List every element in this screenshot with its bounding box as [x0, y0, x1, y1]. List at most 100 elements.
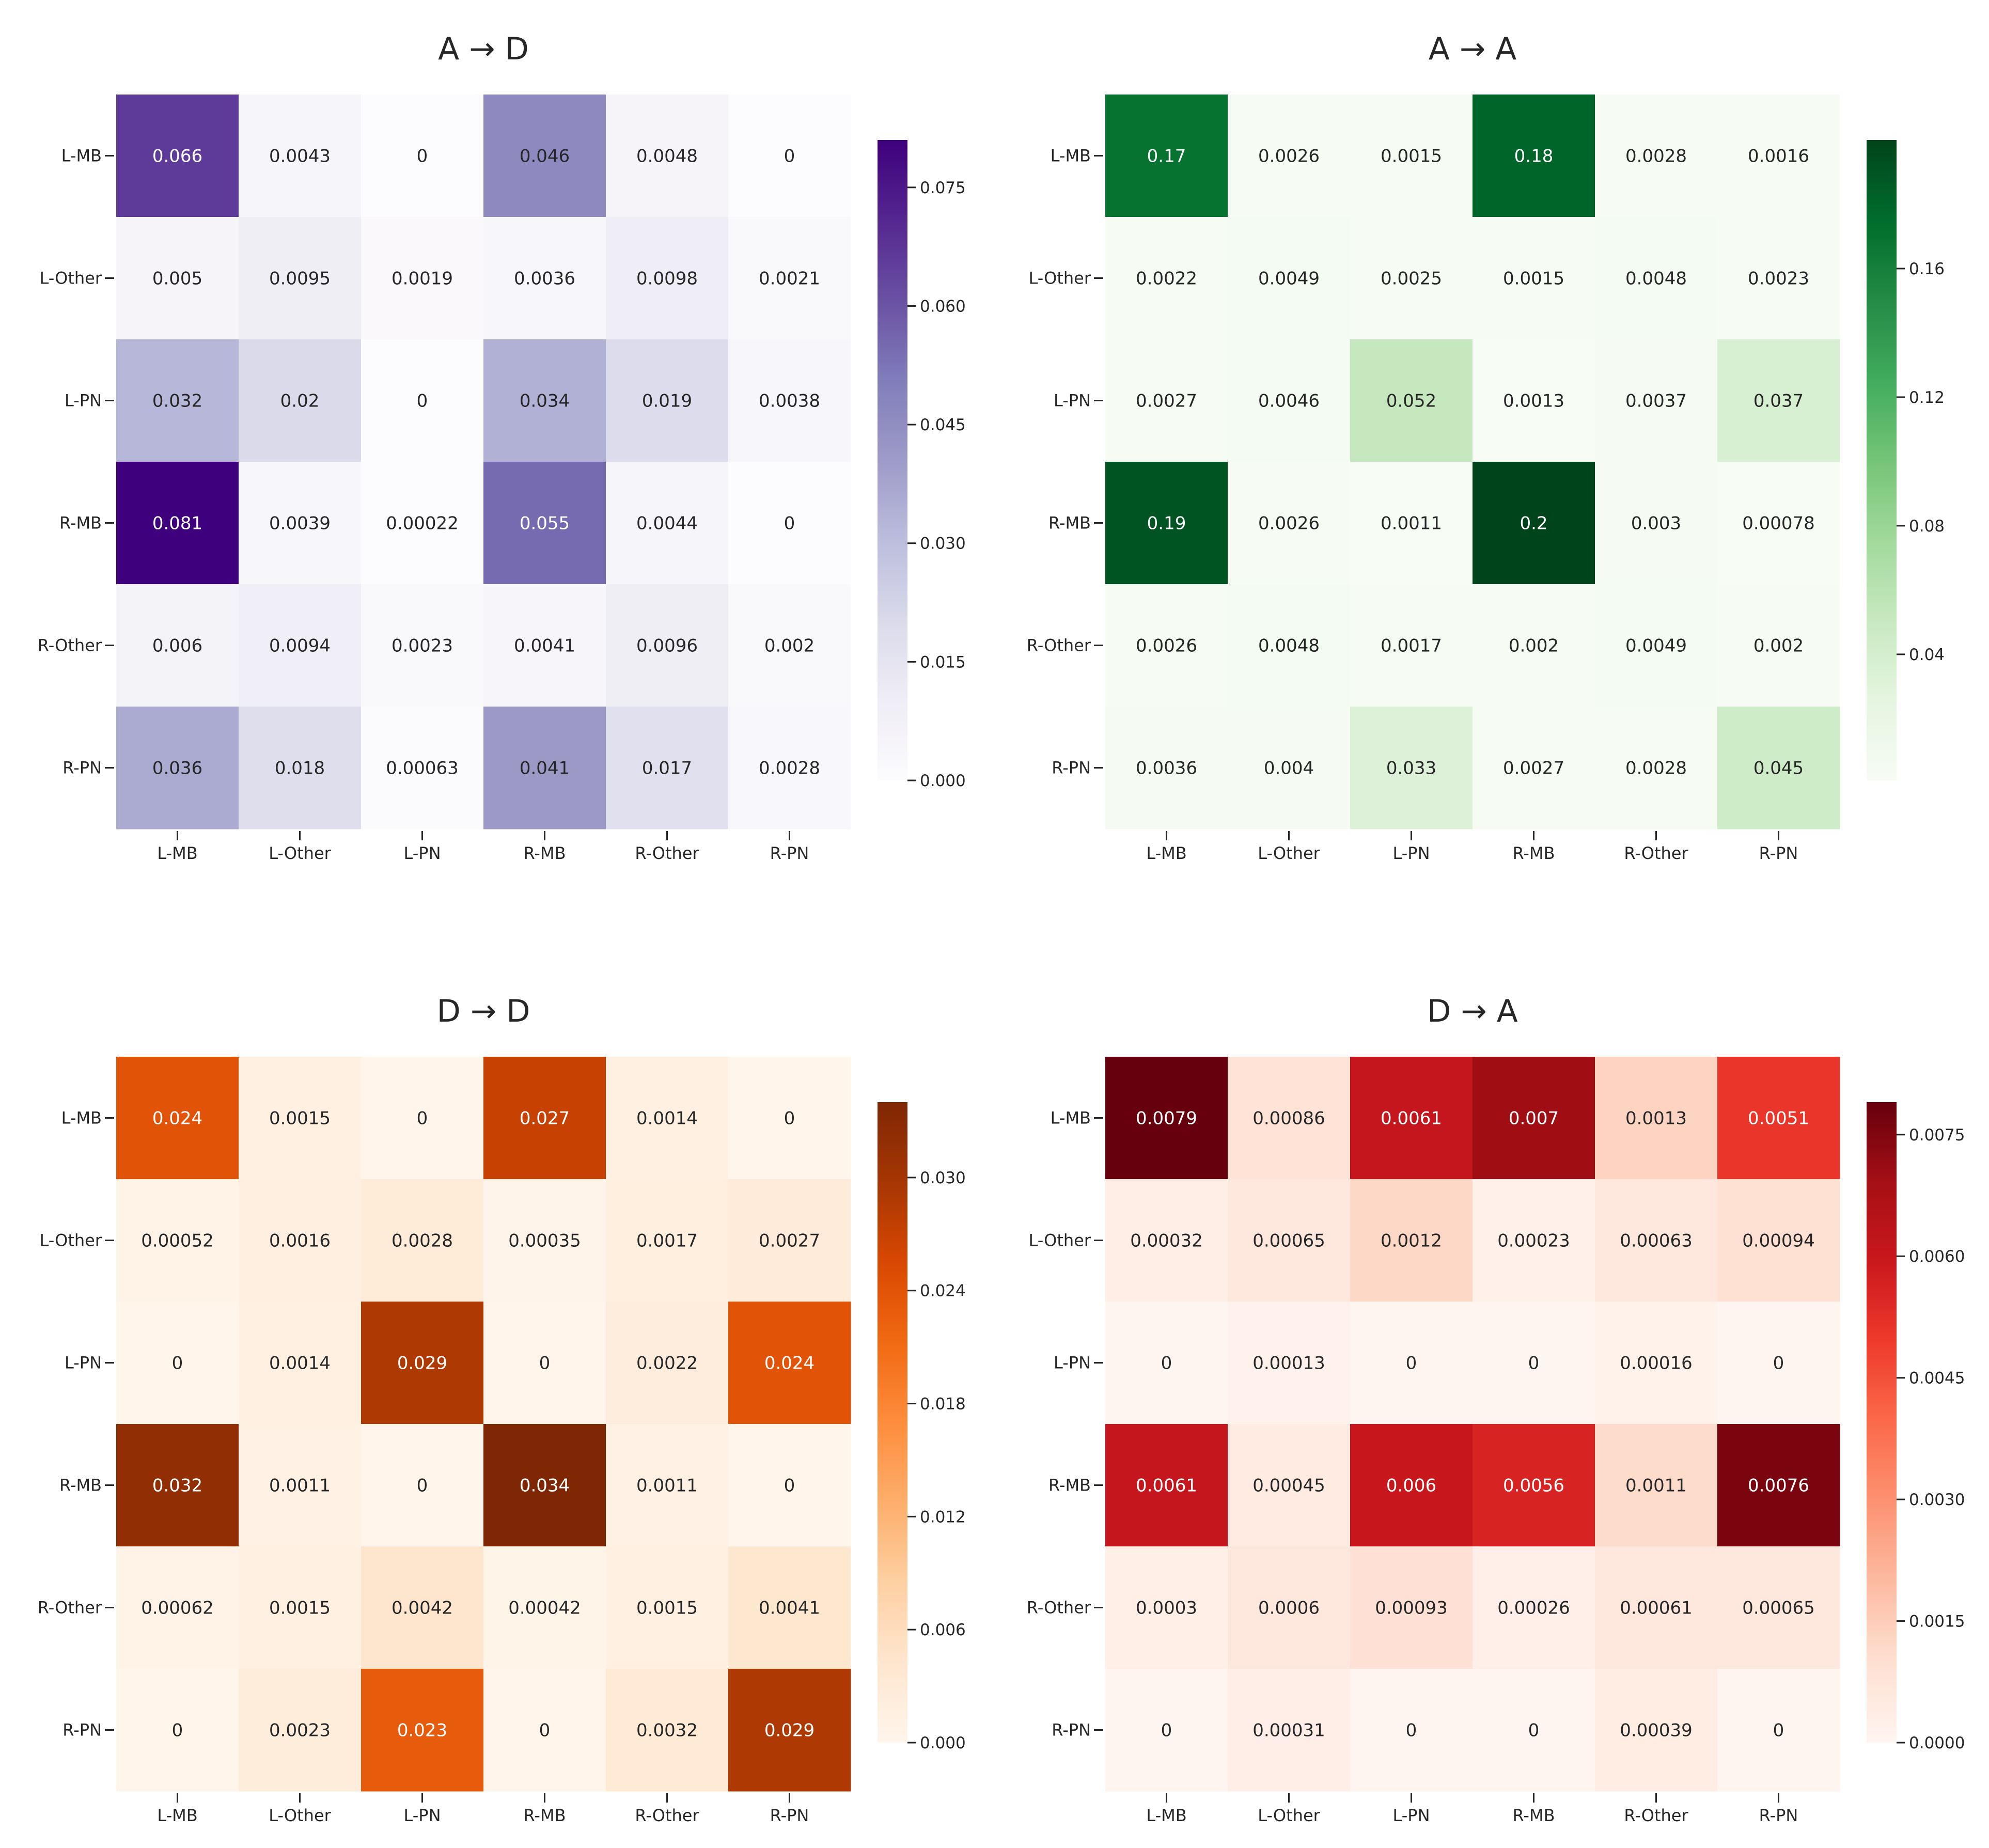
heatmap-cell — [1473, 1302, 1595, 1424]
cell-value-label: 0.081 — [152, 513, 202, 534]
heatmap-cell — [606, 1179, 729, 1302]
heatmap-cell — [1105, 217, 1228, 340]
heatmap-cell — [1105, 1057, 1228, 1180]
cell-value-label: 0.034 — [520, 391, 570, 412]
heatmap-cell — [239, 1179, 362, 1302]
heatmap-cell — [1105, 1669, 1228, 1792]
heatmap-cell — [116, 1546, 239, 1669]
cell-value-label: 0.003 — [1631, 513, 1681, 534]
heatmap-cell — [239, 1669, 362, 1792]
cell-value-label: 0.034 — [520, 1476, 570, 1496]
cell-value-label: 0.029 — [764, 1720, 815, 1741]
y-tick-label: L-Other — [1028, 269, 1091, 288]
heatmap-cell — [1595, 584, 1718, 707]
heatmap-cell — [483, 1302, 606, 1424]
heatmap-cell — [239, 217, 362, 340]
cell-value-label: 0.00045 — [1252, 1476, 1325, 1496]
cell-value-label: 0.0096 — [636, 636, 698, 656]
cell-value-label: 0.002 — [1753, 636, 1804, 656]
colorbar-tick-label: 0.024 — [920, 1282, 966, 1301]
cell-value-label: 0.006 — [152, 636, 202, 656]
heatmap-cell — [606, 707, 729, 829]
cell-value-label: 0.0094 — [269, 636, 331, 656]
heatmap-cell — [361, 1057, 484, 1180]
heatmap-cell — [361, 1179, 484, 1302]
y-tick-label: R-MB — [1048, 513, 1091, 533]
cell-value-label: 0.002 — [1509, 636, 1559, 656]
x-tick-label: L-Other — [269, 843, 331, 863]
heatmap-cell — [239, 707, 362, 829]
cell-value-label: 0 — [417, 1108, 428, 1129]
x-tick-label: R-MB — [1512, 843, 1555, 863]
heatmap-cell — [728, 1302, 851, 1424]
cell-value-label: 0.0022 — [1136, 269, 1197, 289]
cell-value-label: 0 — [784, 1108, 795, 1129]
colorbar-tick-label: 0.045 — [920, 416, 966, 434]
heatmap-cell — [1717, 707, 1840, 829]
cell-value-label: 0.0027 — [759, 1231, 820, 1251]
heatmap-cell — [239, 95, 362, 217]
heatmap-cell — [1350, 1669, 1473, 1792]
cell-value-label: 0.2 — [1520, 513, 1547, 534]
cell-value-label: 0.0015 — [269, 1108, 331, 1129]
cell-value-label: 0.0025 — [1381, 269, 1442, 289]
cell-value-label: 0.0026 — [1136, 636, 1197, 656]
cell-value-label: 0 — [784, 513, 795, 534]
colorbar-tick-label: 0.030 — [920, 535, 966, 553]
colorbar-tick-label: 0.018 — [920, 1395, 966, 1414]
x-tick-label: R-Other — [635, 1806, 699, 1825]
heatmap-cell — [1595, 339, 1718, 462]
cell-value-label: 0.00035 — [508, 1231, 581, 1251]
heatmap-cell — [606, 339, 729, 462]
heatmap-cell — [116, 339, 239, 462]
cell-value-label: 0.0056 — [1503, 1476, 1564, 1496]
heatmap-cell — [1228, 339, 1351, 462]
cell-value-label: 0.0041 — [759, 1598, 820, 1619]
y-tick-label: L-Other — [1028, 1231, 1091, 1250]
cell-value-label: 0.00032 — [1130, 1231, 1203, 1251]
x-tick-label: R-PN — [1759, 843, 1798, 863]
colorbar-tick-label: 0.0045 — [1909, 1369, 1965, 1388]
heatmap-cell — [116, 217, 239, 340]
y-tick-label: R-PN — [62, 758, 102, 778]
heatmap-cell — [1350, 1424, 1473, 1547]
cell-value-label: 0.0038 — [759, 391, 820, 412]
heatmap-cell — [1350, 1546, 1473, 1669]
colorbar — [878, 140, 907, 780]
heatmap-cell — [483, 707, 606, 829]
chart-title: D → A — [1427, 993, 1518, 1029]
cell-value-label: 0.00039 — [1620, 1720, 1693, 1741]
heatmap-cell — [1595, 1424, 1718, 1547]
cell-value-label: 0.0022 — [636, 1353, 698, 1374]
x-tick-label: L-MB — [157, 1806, 197, 1825]
cell-value-label: 0.0041 — [514, 636, 575, 656]
heatmap-cell — [1228, 217, 1351, 340]
cell-value-label: 0.0079 — [1136, 1108, 1197, 1129]
cell-value-label: 0.0036 — [514, 269, 575, 289]
colorbar-tick-label: 0.0060 — [1909, 1247, 1965, 1266]
colorbar-tick-label: 0.030 — [920, 1169, 966, 1187]
heatmap-cell — [1105, 95, 1228, 217]
heatmap-cell — [1717, 1669, 1840, 1792]
heatmap-cell — [728, 217, 851, 340]
cell-value-label: 0.0023 — [1748, 269, 1809, 289]
heatmap-cell — [1228, 1669, 1351, 1792]
heatmap-cell — [239, 339, 362, 462]
heatmap-cell — [239, 1302, 362, 1424]
y-tick-label: L-Other — [39, 1231, 102, 1250]
heatmap-cell — [1717, 462, 1840, 585]
heatmap-cell — [239, 584, 362, 707]
heatmap-cell — [1350, 1302, 1473, 1424]
heatmap-cell — [1105, 1424, 1228, 1547]
heatmap-cell — [1473, 707, 1595, 829]
heatmap-cell — [483, 95, 606, 217]
cell-value-label: 0.0048 — [1258, 636, 1320, 656]
x-tick-label: L-PN — [1392, 1806, 1430, 1825]
heatmap-cell — [1595, 1669, 1718, 1792]
heatmap-cell — [1717, 1424, 1840, 1547]
heatmap-cell — [1473, 217, 1595, 340]
colorbar — [1867, 1102, 1897, 1743]
heatmap-cell — [606, 1546, 729, 1669]
cell-value-label: 0.024 — [152, 1108, 202, 1129]
cell-value-label: 0.00065 — [1252, 1231, 1325, 1251]
